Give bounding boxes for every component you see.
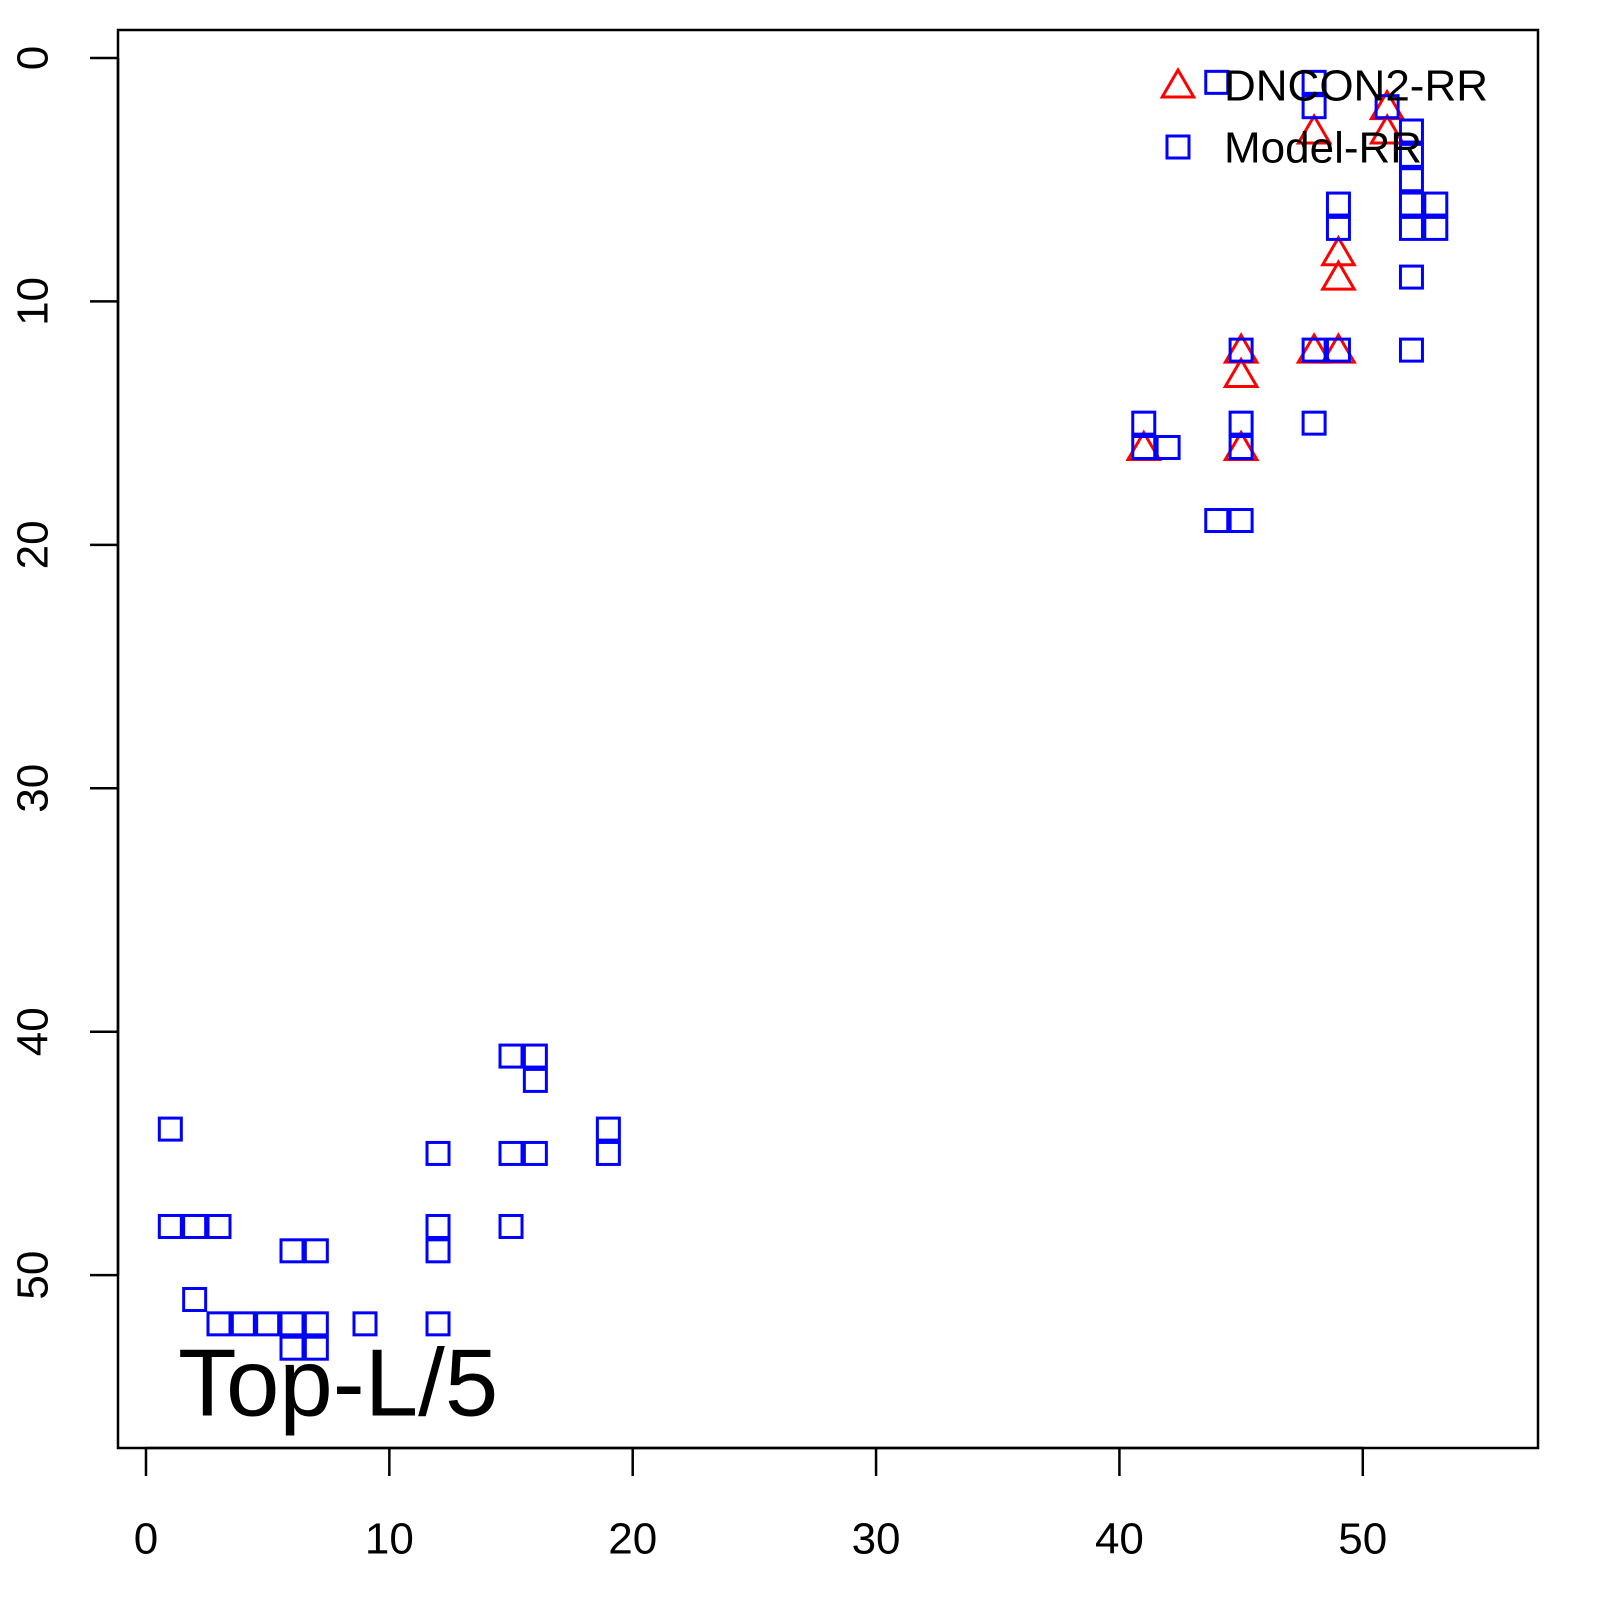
square-point — [1325, 215, 1351, 241]
square-point — [182, 1213, 208, 1239]
triangle-point — [1222, 356, 1260, 388]
square-point — [1398, 118, 1424, 144]
square-point — [1398, 337, 1424, 363]
square-point — [595, 1140, 621, 1166]
square-point — [352, 1311, 378, 1337]
x-tick-label: 40 — [1095, 1515, 1144, 1564]
x-tick-label: 0 — [134, 1515, 158, 1564]
square-point — [206, 1213, 232, 1239]
square-point — [1228, 434, 1254, 460]
square-point — [157, 1213, 183, 1239]
x-tick-label: 20 — [608, 1515, 657, 1564]
x-tick-label: 10 — [365, 1515, 414, 1564]
square-point — [303, 1311, 329, 1337]
square-point — [1301, 410, 1327, 436]
legend-label: Model-RR — [1224, 124, 1422, 173]
triangle-point — [1295, 113, 1333, 145]
square-point — [279, 1238, 305, 1264]
square-point — [425, 1213, 451, 1239]
square-point — [522, 1043, 548, 1069]
plot-frame — [116, 28, 1540, 1450]
y-tick-label: 40 — [9, 1007, 58, 1056]
y-tick-label: 0 — [9, 46, 58, 70]
square-point — [182, 1287, 208, 1313]
y-tick-label: 20 — [9, 520, 58, 569]
legend-label: DNCON2-RR — [1224, 62, 1488, 111]
square-point — [425, 1311, 451, 1337]
square-point — [303, 1335, 329, 1361]
square-point — [522, 1140, 548, 1166]
square-point — [1398, 264, 1424, 290]
square-point — [279, 1311, 305, 1337]
annotation: Top-L/5 — [178, 1329, 498, 1436]
square-point — [1325, 191, 1351, 217]
square-point — [303, 1238, 329, 1264]
y-tick-label: 50 — [9, 1251, 58, 1300]
square-point — [1301, 94, 1327, 120]
y-tick-label: 10 — [9, 277, 58, 326]
square-point — [425, 1140, 451, 1166]
y-tick-label: 30 — [9, 764, 58, 813]
square-point — [1398, 191, 1424, 217]
square-point — [522, 1067, 548, 1093]
square-point — [425, 1238, 451, 1264]
square-point — [595, 1116, 621, 1142]
square-point — [279, 1335, 305, 1361]
square-point — [1398, 167, 1424, 193]
square-point — [1423, 215, 1449, 241]
square-point — [498, 1043, 524, 1069]
square-point — [1374, 94, 1400, 120]
x-tick-label: 50 — [1338, 1515, 1387, 1564]
legend-marker — [1165, 134, 1191, 160]
legend-marker — [1159, 67, 1197, 99]
square-point — [1398, 215, 1424, 241]
square-point — [1228, 337, 1254, 363]
square-point — [1204, 508, 1230, 534]
square-point — [1325, 337, 1351, 363]
square-point — [230, 1311, 256, 1337]
square-point — [1204, 69, 1230, 95]
x-tick-label: 30 — [852, 1515, 901, 1564]
square-point — [1228, 410, 1254, 436]
triangle-point — [1368, 113, 1406, 145]
square-point — [1131, 410, 1157, 436]
square-point — [498, 1213, 524, 1239]
triangle-point — [1320, 259, 1357, 291]
square-point — [1423, 191, 1449, 217]
square-point — [1228, 508, 1254, 534]
square-point — [255, 1311, 281, 1337]
square-point — [157, 1116, 183, 1142]
square-point — [1155, 434, 1181, 460]
square-point — [498, 1140, 524, 1166]
square-point — [1131, 434, 1157, 460]
square-point — [1301, 337, 1327, 363]
square-point — [1398, 142, 1424, 168]
square-point — [206, 1311, 232, 1337]
square-point — [1301, 69, 1327, 95]
